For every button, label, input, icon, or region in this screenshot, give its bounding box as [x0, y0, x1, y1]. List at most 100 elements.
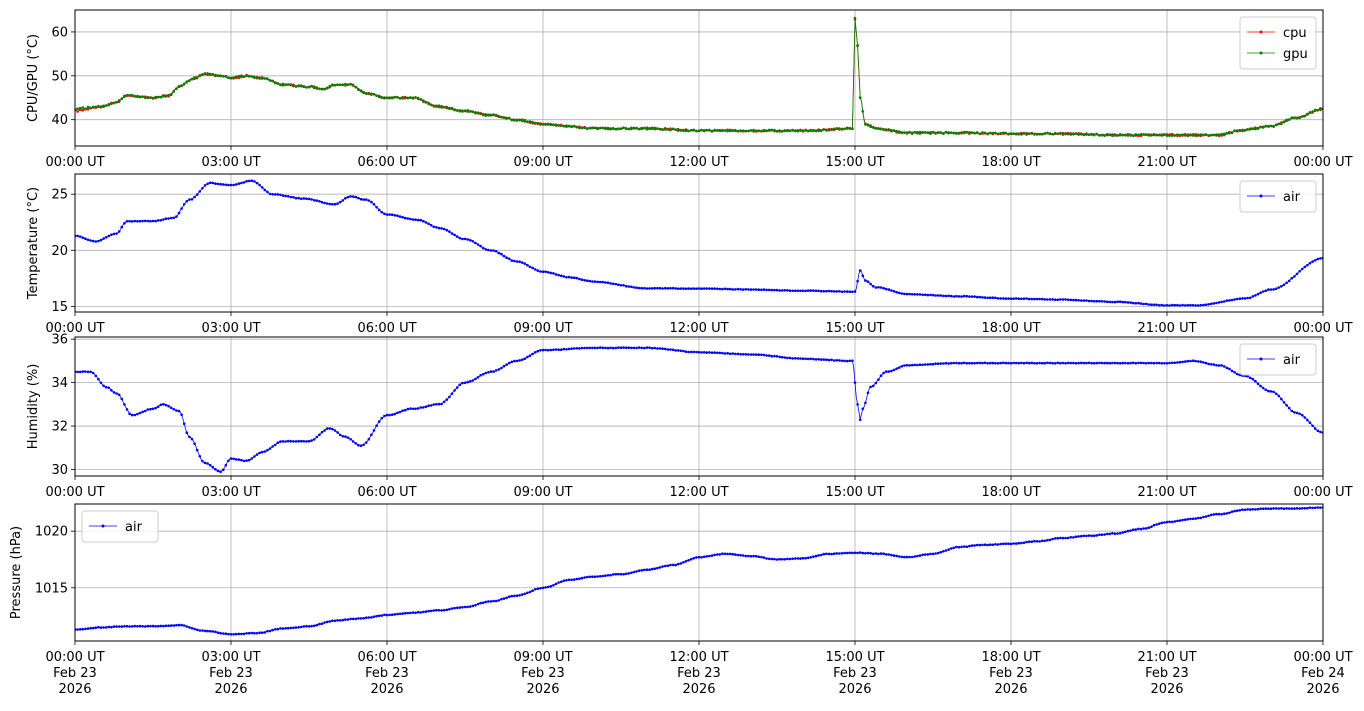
data-point-air — [520, 593, 524, 596]
data-point-air — [227, 459, 230, 463]
data-point-gpu — [557, 124, 560, 127]
data-point-air — [266, 629, 269, 633]
data-point-air — [533, 268, 537, 271]
data-point-air — [1082, 299, 1086, 302]
data-point-air — [403, 216, 407, 220]
data-point-air — [94, 374, 98, 378]
data-point-air — [866, 280, 870, 284]
data-point-air — [578, 277, 581, 281]
data-point-gpu — [208, 72, 212, 76]
data-point-air — [253, 631, 256, 635]
data-point-air — [552, 272, 555, 275]
data-point-air — [497, 599, 501, 602]
data-point-air — [700, 287, 703, 291]
data-point-air — [583, 346, 586, 350]
data-point-gpu — [458, 109, 462, 113]
data-point-air — [221, 632, 225, 635]
data-point-air — [897, 291, 901, 295]
data-point-air — [336, 619, 339, 622]
data-point-air — [110, 389, 113, 392]
data-point-gpu — [604, 126, 607, 130]
data-point-gpu — [726, 129, 729, 133]
data-point-air — [328, 427, 332, 430]
data-point-air — [845, 290, 849, 293]
data-point-air — [817, 554, 820, 557]
data-point-air — [331, 619, 334, 622]
data-point-air — [1264, 507, 1268, 510]
data-point-gpu — [682, 129, 685, 133]
x-tick-label: 03:00 UT Feb 23 2026 — [201, 650, 260, 697]
data-point-air — [981, 543, 984, 547]
data-point-air — [141, 219, 144, 223]
data-point-air — [731, 288, 735, 291]
data-point-gpu — [1293, 116, 1296, 120]
data-point-gpu — [864, 122, 867, 125]
data-point-air — [1038, 297, 1041, 301]
data-point-air — [1040, 361, 1044, 365]
data-point-air — [409, 217, 412, 221]
data-point-air — [1308, 261, 1312, 265]
data-point-air — [1150, 525, 1153, 528]
data-point-air — [942, 294, 945, 298]
data-point-air — [726, 287, 729, 291]
data-point-air — [643, 568, 646, 572]
data-point-gpu — [752, 128, 755, 132]
data-point-air — [1129, 529, 1132, 532]
data-point-air — [435, 402, 438, 406]
data-point-air — [1040, 297, 1044, 301]
data-point-gpu — [1238, 129, 1242, 133]
data-point-gpu — [762, 129, 766, 133]
data-point-air — [679, 562, 683, 565]
data-point-gpu — [1225, 132, 1229, 135]
data-point-air — [591, 280, 594, 283]
data-point-air — [297, 196, 300, 200]
data-point-air — [565, 276, 568, 279]
data-point-air — [328, 620, 332, 623]
data-point-air — [1306, 506, 1309, 510]
data-point-air — [276, 627, 280, 631]
data-point-air — [848, 551, 852, 555]
data-point-air — [1298, 412, 1301, 416]
data-point-air — [1246, 508, 1249, 511]
data-point-air — [1285, 507, 1288, 510]
data-point-air — [1020, 361, 1023, 365]
data-point-air — [877, 378, 880, 381]
data-point-gpu — [1178, 133, 1182, 137]
data-point-gpu — [1017, 133, 1021, 136]
data-point-air — [981, 361, 984, 365]
data-point-air — [195, 448, 199, 452]
data-point-air — [921, 293, 924, 297]
data-point-gpu — [1152, 133, 1156, 137]
data-point-air — [973, 544, 976, 547]
data-point-gpu — [518, 118, 521, 122]
data-point-air — [1152, 303, 1156, 307]
data-point-air — [947, 294, 950, 298]
data-point-air — [1124, 530, 1127, 534]
data-point-gpu — [892, 129, 896, 132]
data-point-air — [390, 213, 394, 216]
data-point-air — [591, 575, 594, 578]
data-point-gpu — [1033, 133, 1036, 136]
data-point-gpu — [429, 103, 433, 107]
data-point-air — [325, 427, 329, 430]
data-point-air — [375, 614, 378, 618]
data-point-air — [115, 232, 118, 235]
data-point-air — [315, 623, 319, 627]
data-point-air — [1056, 298, 1060, 302]
data-point-gpu — [507, 116, 511, 120]
data-point-gpu — [960, 132, 963, 135]
data-point-air — [723, 552, 727, 556]
data-point-gpu — [1014, 132, 1018, 135]
data-point-air — [1092, 300, 1096, 303]
data-point-air — [734, 352, 737, 356]
data-point-air — [318, 433, 321, 437]
data-point-air — [1295, 272, 1299, 276]
data-point-air — [635, 286, 638, 290]
data-point-air — [349, 195, 352, 198]
data-point-air — [177, 211, 181, 215]
data-point-air — [955, 545, 958, 549]
data-point-gpu — [1009, 132, 1013, 135]
data-point-air — [515, 359, 519, 363]
x-tick-label: 12:00 UT Feb 23 2026 — [669, 650, 728, 697]
data-point-air — [1090, 361, 1093, 365]
